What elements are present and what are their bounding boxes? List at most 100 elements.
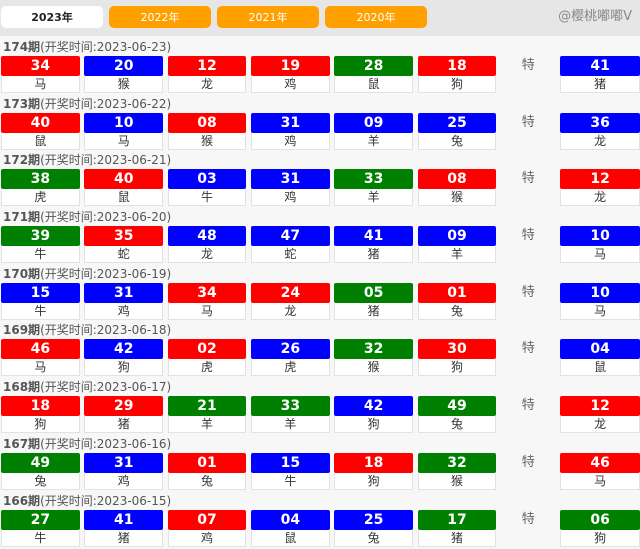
zodiac: 狗 bbox=[334, 472, 414, 490]
ball-number: 20 bbox=[84, 56, 164, 76]
tab-2023[interactable]: 2023年 bbox=[1, 6, 103, 28]
ball-number: 34 bbox=[1, 56, 80, 76]
zodiac: 鼠 bbox=[84, 189, 164, 207]
special-label: 特 bbox=[521, 341, 535, 357]
draw-time: (开奖时间:2023-06-19) bbox=[40, 266, 172, 281]
ball: 08 猴 bbox=[167, 112, 247, 150]
zodiac: 鸡 bbox=[250, 189, 330, 207]
ball-number: 07 bbox=[167, 509, 247, 530]
tab-2022[interactable]: 2022年 bbox=[109, 6, 211, 28]
ball: 40 鼠 bbox=[84, 169, 164, 207]
special-ball: 41 猪 bbox=[560, 56, 640, 93]
zodiac: 猪 bbox=[560, 76, 640, 93]
draw-title: 172期(开奖时间:2023-06-21) bbox=[0, 152, 640, 169]
draw-row: 168期(开奖时间:2023-06-17) 18 狗 29 猪 21 羊 33 羊 42 狗 49 兔特… bbox=[0, 378, 640, 435]
ball-number: 46 bbox=[1, 339, 80, 360]
ball: 21 羊 bbox=[167, 396, 247, 434]
ball: 32 猴 bbox=[417, 452, 497, 490]
ball: 34 马 bbox=[167, 282, 247, 320]
ball-number: 02 bbox=[167, 339, 247, 360]
ball: 19 鸡 bbox=[250, 56, 330, 93]
special-ball: 12 龙 bbox=[560, 396, 640, 434]
zodiac: 羊 bbox=[334, 132, 414, 150]
period: 169期 bbox=[3, 323, 41, 338]
ball: 03 牛 bbox=[167, 169, 247, 207]
ball: 47 蛇 bbox=[250, 226, 330, 264]
period: 173期 bbox=[3, 96, 41, 111]
zodiac: 狗 bbox=[1, 416, 80, 434]
tab-2020[interactable]: 2020年 bbox=[325, 6, 427, 28]
ball-number: 10 bbox=[560, 282, 640, 303]
zodiac: 狗 bbox=[560, 529, 640, 547]
ball-number: 04 bbox=[250, 509, 330, 530]
zodiac: 狗 bbox=[417, 359, 497, 377]
ball-number: 27 bbox=[1, 509, 80, 530]
zodiac: 马 bbox=[1, 76, 80, 93]
zodiac: 羊 bbox=[167, 416, 247, 434]
special-label: 特 bbox=[521, 284, 535, 300]
zodiac: 龙 bbox=[250, 302, 330, 320]
zodiac: 猪 bbox=[84, 416, 164, 434]
ball-number: 08 bbox=[167, 112, 247, 133]
ball: 33 羊 bbox=[250, 396, 330, 434]
ball-number: 48 bbox=[167, 226, 247, 247]
draw-title: 168期(开奖时间:2023-06-17) bbox=[0, 379, 640, 396]
zodiac: 蛇 bbox=[250, 246, 330, 264]
ball: 29 猪 bbox=[84, 396, 164, 434]
ball: 09 羊 bbox=[334, 112, 414, 150]
ball-number: 31 bbox=[84, 282, 164, 303]
zodiac: 猴 bbox=[84, 76, 164, 93]
ball: 15 牛 bbox=[1, 282, 80, 320]
ball: 05 猪 bbox=[334, 282, 414, 320]
ball: 24 龙 bbox=[250, 282, 330, 320]
ball-number: 12 bbox=[560, 169, 640, 190]
tab-2021[interactable]: 2021年 bbox=[217, 6, 319, 28]
draw-time: (开奖时间:2023-06-21) bbox=[40, 153, 172, 168]
year-tabs: 2023年 2022年 2021年 2020年 @樱桃嘟嘟V bbox=[0, 0, 640, 36]
ball: 31 鸡 bbox=[84, 282, 164, 320]
ball: 01 兔 bbox=[167, 452, 247, 490]
zodiac: 马 bbox=[560, 246, 640, 264]
ball: 49 兔 bbox=[1, 452, 80, 490]
draw-row: 167期(开奖时间:2023-06-16) 49 兔 31 鸡 01 兔 15 牛 18 狗 32 猴特… bbox=[0, 435, 640, 492]
ball: 32 猴 bbox=[334, 339, 414, 377]
zodiac: 龙 bbox=[560, 416, 640, 434]
ball: 12 龙 bbox=[167, 56, 247, 93]
ball-number: 40 bbox=[1, 112, 80, 133]
draw-time: (开奖时间:2023-06-22) bbox=[40, 96, 172, 111]
zodiac: 虎 bbox=[250, 359, 330, 377]
zodiac: 鸡 bbox=[250, 132, 330, 150]
special-ball: 12 龙 bbox=[560, 169, 640, 207]
ball-number: 01 bbox=[167, 452, 247, 473]
ball-number: 15 bbox=[250, 452, 330, 473]
ball-number: 09 bbox=[334, 112, 414, 133]
period: 174期 bbox=[3, 40, 41, 54]
ball-number: 36 bbox=[560, 112, 640, 133]
ball: 34 马 bbox=[1, 56, 80, 93]
ball: 04 鼠 bbox=[250, 509, 330, 547]
zodiac: 牛 bbox=[1, 529, 80, 547]
ball: 30 狗 bbox=[417, 339, 497, 377]
ball: 17 猪 bbox=[417, 509, 497, 547]
ball-number: 30 bbox=[417, 339, 497, 360]
draw-time: (开奖时间:2023-06-16) bbox=[40, 436, 172, 451]
draw-row: 166期(开奖时间:2023-06-15) 27 牛 41 猪 07 鸡 04 鼠 25 兔 17 猪特… bbox=[0, 492, 640, 549]
ball-number: 18 bbox=[417, 56, 497, 76]
draw-row: 174期(开奖时间:2023-06-23) 34 马 20 猴 12 龙 19 鸡 28 鼠 18 狗特… bbox=[0, 38, 640, 95]
ball: 40 鼠 bbox=[1, 112, 80, 150]
ball: 42 狗 bbox=[84, 339, 164, 377]
ball-number: 25 bbox=[334, 509, 414, 530]
draw-row: 172期(开奖时间:2023-06-21) 38 虎 40 鼠 03 牛 31 鸡 33 羊 08 猴 特… bbox=[0, 151, 640, 208]
zodiac: 兔 bbox=[417, 416, 497, 434]
ball-number: 08 bbox=[417, 169, 497, 190]
ball: 39 牛 bbox=[1, 226, 80, 264]
ball-number: 46 bbox=[560, 452, 640, 473]
zodiac: 虎 bbox=[167, 359, 247, 377]
ball-number: 38 bbox=[1, 169, 80, 190]
ball-row: 39 牛 35 蛇 48 龙 47 蛇 41 猪 09 羊特 10 马 bbox=[0, 226, 640, 264]
ball-number: 31 bbox=[250, 112, 330, 133]
ball-number: 29 bbox=[84, 396, 164, 417]
ball-number: 10 bbox=[560, 226, 640, 247]
zodiac: 牛 bbox=[1, 246, 80, 264]
zodiac: 鸡 bbox=[84, 472, 164, 490]
